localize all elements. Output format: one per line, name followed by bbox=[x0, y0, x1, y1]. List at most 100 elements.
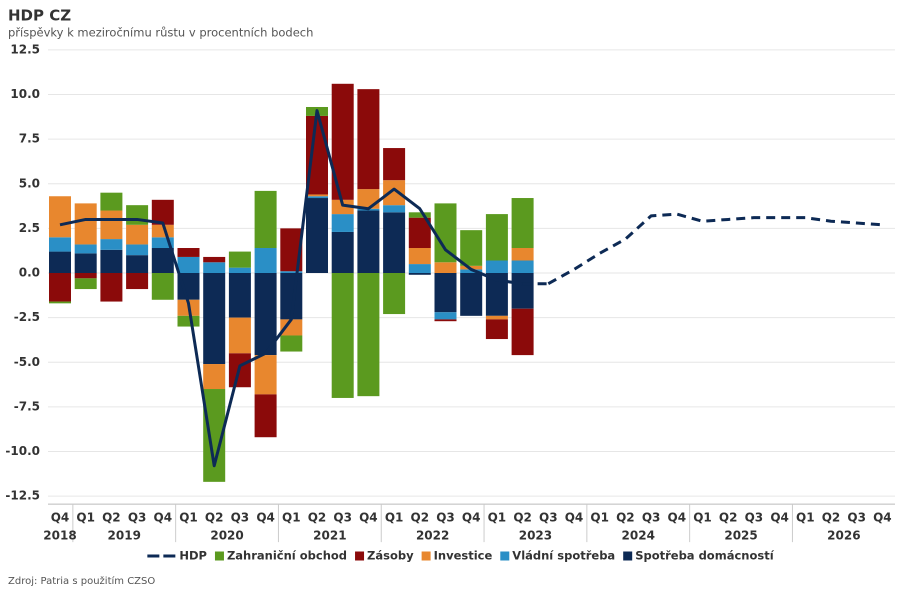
bar bbox=[254, 190, 277, 249]
bar bbox=[383, 148, 406, 181]
x-tick-label: Q3 bbox=[231, 511, 250, 525]
bar bbox=[511, 273, 534, 309]
bar bbox=[151, 273, 174, 300]
year-label: 2020 bbox=[210, 529, 243, 543]
bar bbox=[203, 389, 226, 482]
x-tick-label: Q1 bbox=[488, 511, 507, 525]
year-label: 2022 bbox=[416, 529, 449, 543]
bar bbox=[177, 256, 200, 273]
y-tick-label: 10.0 bbox=[10, 87, 40, 101]
bar bbox=[254, 355, 277, 395]
x-tick-label: Q2 bbox=[411, 511, 430, 525]
y-tick-label: -10.0 bbox=[5, 444, 40, 458]
bar bbox=[434, 203, 457, 263]
bar bbox=[151, 199, 174, 225]
bar bbox=[203, 262, 226, 273]
bar bbox=[460, 269, 483, 273]
x-tick-label: Q1 bbox=[590, 511, 609, 525]
y-tick-label: 2.5 bbox=[19, 221, 40, 235]
x-tick-label: Q4 bbox=[51, 511, 70, 525]
x-tick-label: Q1 bbox=[385, 511, 404, 525]
bar bbox=[357, 273, 380, 397]
bar bbox=[280, 335, 303, 352]
year-label: 2021 bbox=[313, 529, 346, 543]
legend-label: Zásoby bbox=[367, 549, 414, 563]
bar bbox=[434, 273, 457, 313]
x-tick-label: Q3 bbox=[847, 511, 866, 525]
bar bbox=[331, 214, 354, 232]
y-tick-label: 0.0 bbox=[19, 266, 40, 280]
bar bbox=[357, 89, 380, 190]
bar bbox=[228, 273, 251, 318]
bar bbox=[228, 317, 251, 354]
y-tick-label: 5.0 bbox=[19, 176, 40, 190]
legend-label: Vládní spotřeba bbox=[512, 549, 615, 563]
bar bbox=[383, 212, 406, 273]
x-tick-label: Q3 bbox=[333, 511, 352, 525]
bar bbox=[74, 253, 97, 273]
bar bbox=[126, 244, 149, 256]
x-tick-label: Q4 bbox=[565, 511, 584, 525]
bar bbox=[151, 224, 174, 238]
bar bbox=[511, 198, 534, 249]
x-tick-label: Q4 bbox=[873, 511, 892, 525]
year-label: 2019 bbox=[108, 529, 141, 543]
bar bbox=[511, 260, 534, 273]
bar bbox=[151, 248, 174, 273]
x-tick-label: Q3 bbox=[128, 511, 147, 525]
bar bbox=[254, 248, 277, 273]
x-tick-label: Q4 bbox=[668, 511, 687, 525]
bar bbox=[203, 256, 226, 263]
year-label: 2024 bbox=[622, 529, 655, 543]
bar bbox=[434, 262, 457, 273]
bar bbox=[280, 271, 303, 273]
x-tick-label: Q2 bbox=[102, 511, 121, 525]
bar bbox=[151, 237, 174, 249]
legend-swatch bbox=[623, 551, 633, 561]
bar bbox=[383, 180, 406, 206]
legend-swatch bbox=[214, 551, 224, 561]
chart-subtitle: příspěvky k meziročnímu růstu v procentn… bbox=[8, 26, 313, 40]
bar bbox=[306, 196, 328, 199]
bar bbox=[331, 273, 354, 398]
bar bbox=[49, 237, 71, 252]
bar bbox=[49, 196, 71, 238]
year-label: 2026 bbox=[827, 529, 860, 543]
x-tick-label: Q2 bbox=[205, 511, 224, 525]
x-tick-label: Q1 bbox=[282, 511, 301, 525]
x-tick-label: Q4 bbox=[154, 511, 173, 525]
bar bbox=[254, 394, 277, 438]
bar bbox=[485, 273, 508, 316]
y-tick-label: -7.5 bbox=[14, 399, 40, 413]
bar bbox=[511, 308, 534, 356]
bar bbox=[511, 248, 534, 261]
bar bbox=[100, 192, 123, 211]
x-tick-label: Q2 bbox=[616, 511, 635, 525]
year-label: 2018 bbox=[43, 529, 76, 543]
legend-swatch bbox=[355, 551, 365, 561]
legend-swatch bbox=[421, 551, 431, 561]
x-tick-label: Q3 bbox=[436, 511, 455, 525]
y-tick-label: 12.5 bbox=[10, 42, 40, 56]
bar bbox=[331, 199, 354, 215]
bar bbox=[280, 319, 303, 336]
x-tick-label: Q3 bbox=[539, 511, 558, 525]
bar bbox=[460, 273, 483, 316]
bar bbox=[49, 251, 71, 273]
bar bbox=[408, 217, 431, 249]
bar bbox=[100, 239, 123, 250]
bar bbox=[357, 210, 380, 273]
x-tick-label: Q1 bbox=[796, 511, 815, 525]
bar bbox=[280, 228, 303, 272]
bar bbox=[331, 231, 354, 273]
year-label: 2023 bbox=[519, 529, 552, 543]
bar bbox=[177, 273, 200, 300]
bar bbox=[434, 319, 457, 322]
x-tick-label: Q4 bbox=[256, 511, 275, 525]
bar bbox=[408, 273, 431, 275]
x-tick-label: Q3 bbox=[745, 511, 764, 525]
bar bbox=[331, 83, 354, 200]
bar bbox=[228, 267, 251, 273]
legend-label: Spotřeba domácností bbox=[635, 549, 775, 563]
